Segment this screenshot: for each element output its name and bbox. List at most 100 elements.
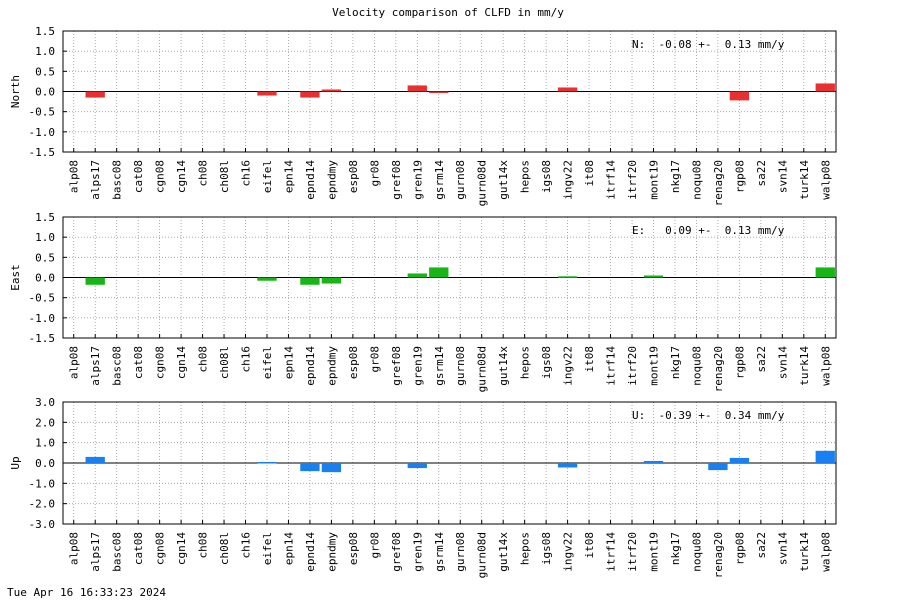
panel-0-xtick-label: ch08: [197, 160, 210, 187]
panel-2-bar: [729, 457, 750, 463]
panel-2-xtick-label: cgn08: [154, 532, 167, 565]
panel-2-bar: [257, 461, 277, 464]
panel-0-bar: [300, 91, 320, 98]
panel-0-xtick-label: rgp08: [733, 160, 746, 193]
panel-1-xtick-label: itrf20: [626, 346, 639, 386]
panel-2-ytick-label: 1.0: [35, 437, 55, 450]
panel-2-bar: [407, 463, 427, 469]
panel-2-xtick-label: cgn14: [175, 532, 188, 565]
panel-1-xtick-label: gurn08d: [476, 346, 489, 392]
panel-0-xtick-label: eifel: [261, 160, 274, 193]
panel-0-xtick-label: cgn08: [154, 160, 167, 193]
panel-0-xtick-label: gurn08d: [476, 160, 489, 206]
panel-2-xtick-label: epndmy: [325, 532, 338, 572]
panel-0-xtick-label: epn14: [282, 160, 295, 193]
panel-1-ylabel: East: [9, 264, 22, 291]
panel-1-annotation: E: 0.09 +- 0.13 mm/y: [632, 224, 785, 237]
panel-2-xtick-label: gurn08d: [476, 532, 489, 578]
panel-0-xtick-label: itrf20: [626, 160, 639, 200]
panel-0-bar: [407, 85, 427, 92]
panel-2-xtick-label: ch08l: [218, 532, 231, 565]
panel-2-ytick-label: 2.0: [35, 416, 55, 429]
panel-1-xtick-label: gref08: [390, 346, 403, 386]
panel-0-xtick-label: epnd14: [304, 160, 317, 200]
panel-0-xtick-label: it08: [583, 160, 596, 187]
panel-2-xtick-label: gurn08: [454, 532, 467, 572]
panel-2-ytick-label: -1.0: [29, 477, 56, 490]
panel-2-xtick-label: eifel: [261, 532, 274, 565]
panel-0-xtick-label: ingv22: [562, 160, 575, 200]
panel-1-frame: [62, 216, 837, 339]
panel-0-xtick-label: alps17: [89, 160, 102, 200]
panel-1-xtick-label: gren19: [411, 346, 424, 386]
panel-0-ytick-label: 1.5: [35, 25, 55, 38]
panel-1-ytick-label: -1.5: [29, 332, 56, 345]
panel-2-bar: [815, 450, 835, 463]
panel-2-xtick-label: itrf14: [605, 532, 618, 572]
panel-1-xtick-label: ch08: [197, 346, 210, 373]
panel-2-bar: [85, 456, 105, 463]
panel-1-xtick-label: it08: [583, 346, 596, 373]
panel-1-bar: [85, 277, 105, 285]
panel-0-bar: [729, 91, 750, 101]
panel-1-bar: [557, 276, 578, 278]
panel-1-xtick-label: esp08: [347, 346, 360, 379]
panel-1-xtick-label: gut14x: [497, 346, 510, 386]
panel-1-xtick-label: nkg17: [669, 346, 682, 379]
panel-1-xtick-label: cgn08: [154, 346, 167, 379]
panel-0-ytick-label: 0.0: [35, 86, 55, 99]
panel-2-xtick-label: alp08: [68, 532, 81, 565]
panel-2-xtick-label: nkg17: [669, 532, 682, 565]
panel-1-bar: [300, 277, 320, 285]
panel-2-xtick-label: gut14x: [497, 532, 510, 572]
panel-0-xtick-label: igs08: [540, 160, 553, 193]
panel-0-xtick-label: gren19: [411, 160, 424, 200]
panel-1-bar: [815, 267, 835, 278]
panel-0-ytick-label: -1.5: [29, 146, 56, 159]
panel-2-xtick-label: svn14: [776, 532, 789, 565]
panel-2-xtick-label: basc08: [111, 532, 124, 572]
panel-0-xtick-label: gurn08: [454, 160, 467, 200]
panel-2-xtick-label: igs08: [540, 532, 553, 565]
panel-0-annotation: N: -0.08 +- 0.13 mm/y: [632, 38, 785, 51]
panel-2-xtick-label: gren19: [411, 532, 424, 572]
panel-1-xtick-label: itrf14: [605, 346, 618, 386]
panel-1-bar: [321, 277, 342, 284]
panel-1-xtick-label: turk14: [798, 346, 811, 386]
panel-2-xtick-label: gsrm14: [433, 532, 446, 572]
panel-2-bar: [557, 463, 578, 468]
panel-2-ytick-label: 0.0: [35, 457, 55, 470]
panel-0-frame: [62, 30, 837, 153]
panel-2-xtick-label: itrf20: [626, 532, 639, 572]
panel-0-bar: [429, 91, 449, 93]
panel-2-xtick-label: gr08: [368, 532, 381, 559]
panel-1-xtick-label: hepos: [519, 346, 532, 379]
panel-0-xtick-label: svn14: [776, 160, 789, 193]
panel-0-xtick-label: ch16: [240, 160, 253, 187]
panel-2-ytick-label: -2.0: [29, 498, 56, 511]
panel-2-ytick-label: 3.0: [35, 396, 55, 409]
panel-2-bar: [321, 463, 342, 473]
panel-0-xtick-label: epndmy: [325, 160, 338, 200]
panel-2-xtick-label: hepos: [519, 532, 532, 565]
panel-1-ytick-label: 1.5: [35, 211, 55, 224]
panel-0-ytick-label: -1.0: [29, 126, 56, 139]
panel-2-xtick-label: alps17: [89, 532, 102, 572]
panel-2-xtick-label: renag20: [712, 532, 725, 578]
panel-2-bar: [708, 463, 728, 471]
panel-1-xtick-label: ch16: [240, 346, 253, 373]
panel-0-xtick-label: turk14: [798, 160, 811, 200]
panel-2-xtick-label: ch16: [240, 532, 253, 559]
panel-0-xtick-label: gref08: [390, 160, 403, 200]
panel-0-xtick-label: hepos: [519, 160, 532, 193]
panel-1-bar: [429, 267, 449, 278]
panel-2-xtick-label: cat08: [132, 532, 145, 565]
panel-1-xtick-label: epndmy: [325, 346, 338, 386]
panel-0-xtick-label: gr08: [368, 160, 381, 187]
panel-1-xtick-label: mont19: [647, 346, 660, 386]
panel-1-xtick-label: cat08: [132, 346, 145, 379]
panel-1-xtick-label: epnd14: [304, 346, 317, 386]
panel-0-xtick-label: alp08: [68, 160, 81, 193]
panel-0-bar: [321, 89, 342, 92]
